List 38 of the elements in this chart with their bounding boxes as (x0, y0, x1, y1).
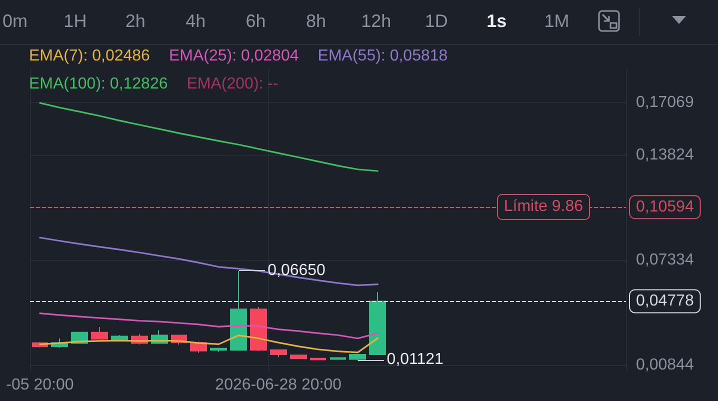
x-tick-label: -05 20:00 (6, 376, 74, 394)
x-tick-label: 2026-06-28 20:00 (215, 376, 342, 394)
text: 1M (544, 10, 570, 32)
line-series (39, 236, 378, 286)
line-series (39, 102, 378, 172)
y-tick-label: 0,13824 (636, 146, 694, 164)
line-series (39, 334, 378, 354)
text: 12h (361, 10, 392, 32)
text: 6h (246, 10, 266, 32)
text: 8h (306, 10, 326, 32)
y-tick-label: 0,00844 (636, 356, 694, 374)
text: EMA(7): 0,02486 (29, 48, 150, 64)
candlestick (91, 326, 108, 340)
text: 0,01121 (386, 351, 444, 368)
series-label: EMA(100): 0,12826 (29, 76, 168, 92)
candlestick (270, 348, 287, 358)
candlestick (210, 347, 227, 352)
y-tick-label: 0,04778 (636, 292, 694, 310)
text: 2h (125, 10, 146, 32)
candlestick (290, 354, 307, 360)
text: 1s (486, 10, 507, 32)
text: EMA(55): 0,05818 (318, 48, 448, 64)
y-tick-label: 0,17069 (636, 94, 694, 111)
legend-label: EMA(200): -- (186, 76, 278, 92)
candlestick (369, 292, 386, 356)
text: 4h (186, 10, 206, 32)
ref-line-label: Límite 9.86 (496, 194, 590, 220)
candlestick (250, 306, 267, 352)
text: 0,06650 (268, 262, 326, 279)
line-series (39, 312, 378, 340)
y-tick-label: 0,10594 (636, 198, 694, 216)
candlestick (230, 270, 247, 352)
text: 1D (424, 10, 448, 32)
y-tick-label: 0,07334 (636, 251, 694, 268)
text: 0m (2, 10, 28, 32)
candlestick (349, 354, 366, 361)
text: EMA(25): 0,02804 (168, 48, 299, 64)
text: 1H (64, 10, 87, 32)
